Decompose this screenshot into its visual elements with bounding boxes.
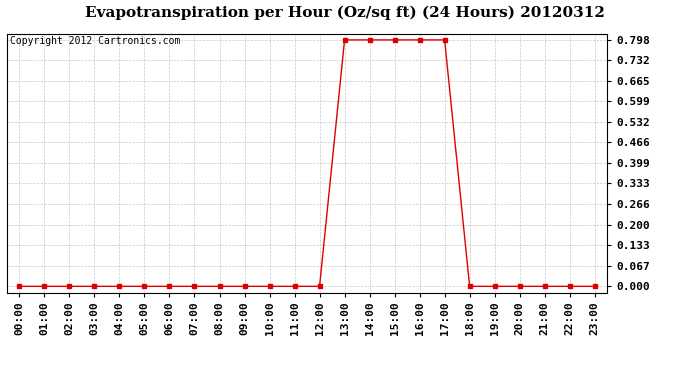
Text: Evapotranspiration per Hour (Oz/sq ft) (24 Hours) 20120312: Evapotranspiration per Hour (Oz/sq ft) (…: [85, 6, 605, 20]
Text: Copyright 2012 Cartronics.com: Copyright 2012 Cartronics.com: [10, 36, 180, 46]
